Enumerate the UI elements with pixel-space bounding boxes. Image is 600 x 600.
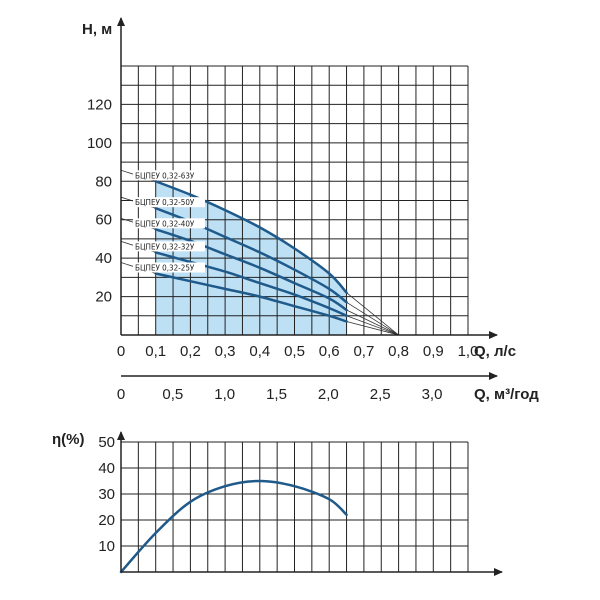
head-curve [154,251,348,318]
x-tick-label: 0,8 [388,343,409,360]
curve-label: БЦПЕУ 0,32-63У [135,171,195,180]
flow-ls-ticks: 0 0,1 0,2 0,3 0,4 0,5 0,6 0,7 0,8 0,9 1,0 [117,343,479,360]
x-tick-label: 0,3 [215,343,236,360]
head-chart: БЦПЕУ 0,32-63У БЦПЕУ 0,32-50У БЦПЕУ 0,32-4… [82,17,539,403]
shutoff-line [346,292,399,336]
y-tick-label: 50 [98,434,115,451]
y-tick-label: 80 [95,173,112,190]
curve-label: БЦПЕУ 0,32-50У [135,198,195,207]
y-tick-label: 10 [98,538,115,555]
curve-label-bg [133,170,205,181]
y-tick-label: 20 [98,512,115,529]
flow-ls-axis-title: Q, л/с [474,343,516,360]
curve-label: БЦПЕУ 0,32-40У [135,219,195,228]
x2-tick-label: 0 [117,386,125,403]
x-tick-label: 0,1 [145,343,166,360]
shutoff-line [346,309,399,336]
flow-m3h-axis-title: Q, м³/год [474,386,539,403]
curve-labels: БЦПЕУ 0,32-63У БЦПЕУ 0,32-50У БЦПЕУ 0,32-4… [120,169,205,274]
efficiency-chart: 10 20 30 40 50 η(%) [52,431,503,576]
x2-tick-label: 1,0 [214,386,235,403]
curve-label-bg [133,197,205,208]
head-curve [154,228,348,312]
efficiency-y-ticks: 10 20 30 40 50 [98,434,115,555]
x2-tick-label: 1,5 [266,386,287,403]
efficiency-curve [119,479,348,574]
curve-label-bg [133,218,205,229]
efficiency-y-axis-title: η(%) [52,431,85,448]
shutoff-line [346,321,399,336]
curve-label-bg [133,241,205,252]
x2-tick-label: 2,0 [318,386,339,403]
y-tick-label: 40 [95,250,112,267]
head-curves [154,180,348,323]
shutoff-lines [346,292,399,336]
x-tick-label: 0 [117,343,125,360]
y-tick-label: 120 [87,96,112,113]
head-y-axis-title: Н, м [82,21,112,38]
y-tick-label: 20 [95,289,112,306]
x-tick-label: 0,7 [353,343,374,360]
x-tick-label: 0,4 [249,343,270,360]
head-curve [154,180,348,294]
head-curve [154,272,348,323]
curve-label-bg [133,262,205,273]
x-tick-label: 0,5 [284,343,305,360]
y-tick-label: 60 [95,212,112,229]
curve-label: БЦПЕУ 0,32-25У [135,264,195,273]
x-tick-label: 0,2 [180,343,201,360]
flow-m3h-ticks: 0 0,5 1,0 1,5 2,0 2,5 3,0 [117,386,443,403]
y-tick-label: 30 [98,486,115,503]
efficiency-curves [119,479,348,574]
x2-tick-label: 2,5 [370,386,391,403]
shutoff-line [346,315,399,336]
efficiency-chart-grid [121,441,469,572]
x-tick-label: 1,0 [458,343,479,360]
curve-label: БЦПЕУ 0,32-32У [135,242,195,251]
shutoff-line [346,301,399,336]
head-y-ticks: 20 40 60 80 100 120 [87,96,112,305]
x2-tick-label: 3,0 [422,386,443,403]
y-tick-label: 100 [87,135,112,152]
x-tick-label: 0,9 [423,343,444,360]
x2-tick-label: 0,5 [162,386,183,403]
x-tick-label: 0,6 [319,343,340,360]
y-tick-label: 40 [98,460,115,477]
